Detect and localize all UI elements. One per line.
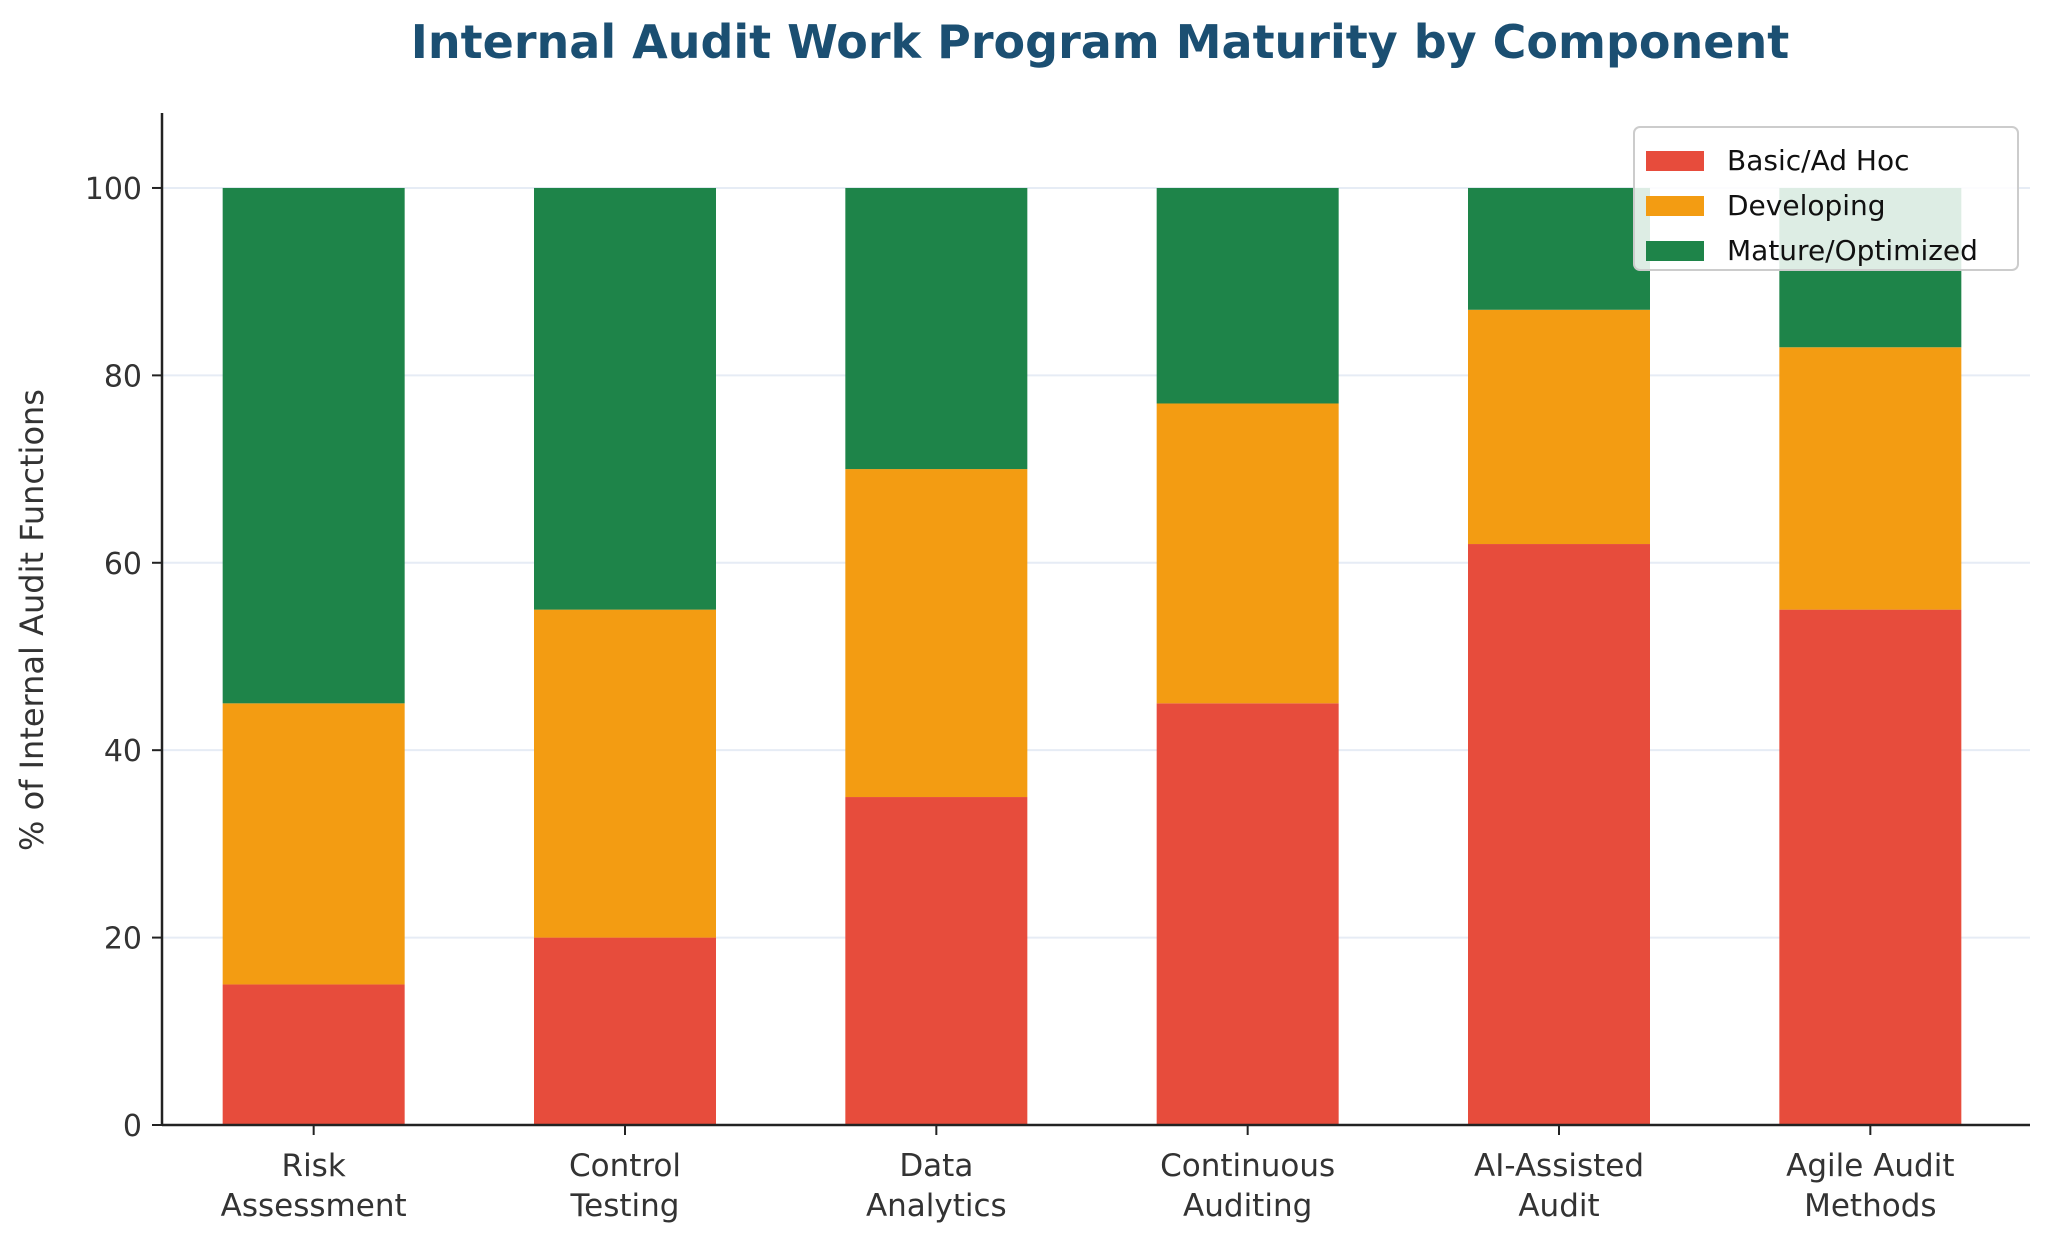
legend-swatch — [1646, 151, 1704, 171]
x-tick-label: AI-Assisted Audit — [1474, 1148, 1644, 1224]
y-tick-label: 80 — [104, 359, 142, 394]
bar-segment — [1468, 309, 1650, 545]
x-tick-label: Agile Audit Methods — [1786, 1148, 1954, 1224]
bar-segment — [1156, 703, 1339, 1125]
x-tick-label: Control Testing — [569, 1148, 681, 1224]
bar-segment — [1468, 187, 1650, 310]
bar-segment — [534, 937, 716, 1125]
x-tick-label: Data Analytics — [866, 1148, 1007, 1224]
bar-segment — [1779, 609, 1962, 1125]
legend: Basic/Ad Hoc Developing Mature/Optimized — [1633, 126, 2019, 271]
y-tick-label: 60 — [104, 547, 142, 582]
bar-segment — [1468, 544, 1650, 1125]
y-tick-label: 0 — [123, 1109, 142, 1144]
legend-box — [1633, 126, 2019, 271]
gridlines — [162, 186, 2030, 939]
legend-swatch — [1646, 241, 1704, 261]
y-tick-label: 100 — [85, 172, 142, 207]
bar-segment — [534, 609, 716, 938]
bar-segment — [1779, 347, 1962, 610]
x-tick-label: Continuous Auditing — [1160, 1148, 1335, 1224]
legend-label: Developing — [1727, 189, 1886, 222]
bar-segment — [845, 469, 1028, 798]
axes — [152, 113, 2030, 1135]
chart-title: Internal Audit Work Program Maturity by … — [411, 15, 1789, 69]
legend-label: Basic/Ad Hoc — [1727, 144, 1909, 177]
y-tick-label: 40 — [104, 734, 142, 769]
bar-segment — [845, 187, 1028, 470]
bars — [222, 187, 1962, 1125]
legend-swatch — [1646, 196, 1704, 216]
y-axis-title: % of Internal Audit Functions — [13, 389, 51, 851]
bar-segment — [222, 703, 405, 985]
bar-segment — [222, 984, 405, 1125]
y-tick-label: 20 — [104, 922, 142, 957]
x-tick-label: Risk Assessment — [221, 1148, 407, 1224]
bar-segment — [1156, 187, 1339, 404]
bar-segment — [222, 187, 405, 704]
bar-segment — [534, 187, 716, 610]
legend-label: Mature/Optimized — [1727, 234, 1978, 267]
bar-segment — [1156, 403, 1339, 704]
tick-labels: 0 20 40 60 80 100 Risk Assessment Control Testing… — [85, 172, 1955, 1224]
bar-segment — [845, 797, 1028, 1125]
